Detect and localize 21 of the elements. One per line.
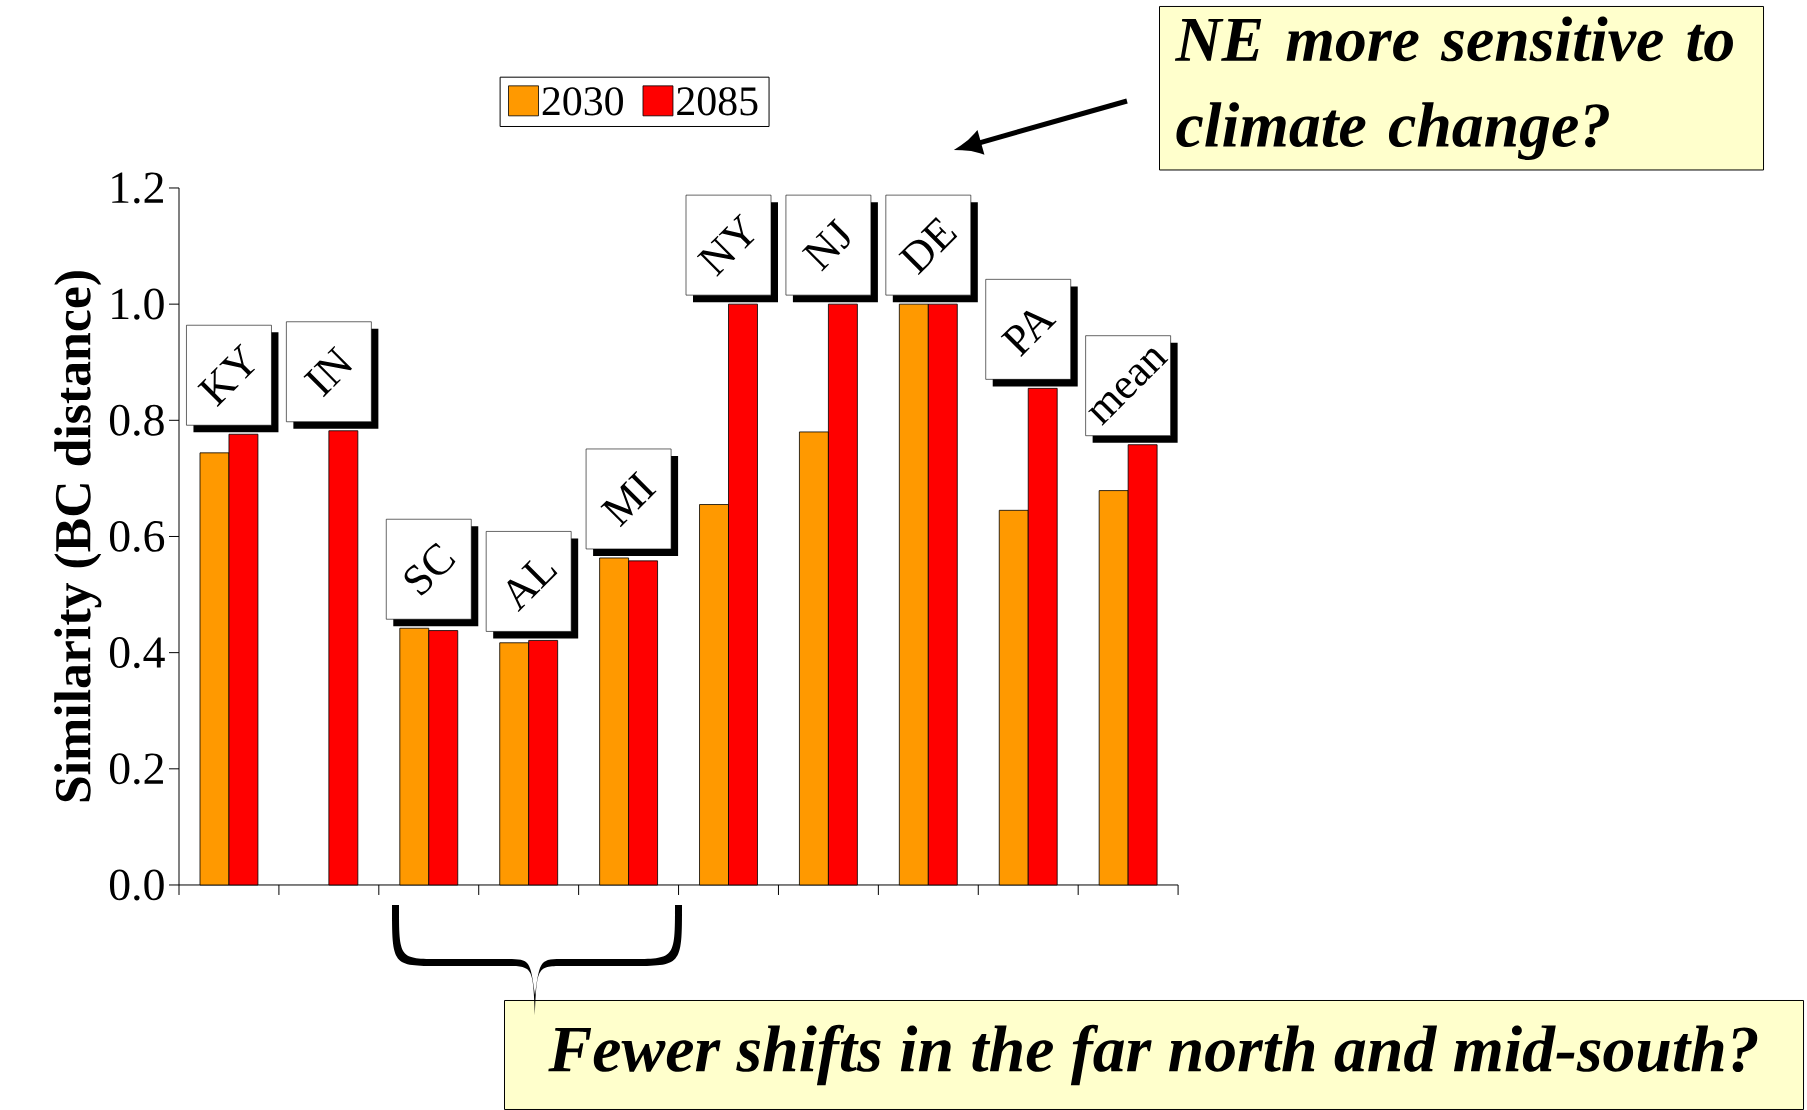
x-tick-label: AL bbox=[507, 560, 558, 613]
y-tick-label: 1.0 bbox=[112, 288, 164, 320]
y-tick-label: 0.4 bbox=[109, 637, 165, 669]
x-tick-label: NY bbox=[696, 213, 755, 277]
y-axis-title: Similarity (BC distance) bbox=[54, 271, 102, 802]
y-tick-label: 0.8 bbox=[109, 404, 164, 436]
x-tick-label: MI bbox=[600, 470, 657, 528]
y-tick-label: 0.2 bbox=[109, 753, 163, 785]
x-tick-label: IN bbox=[303, 345, 353, 398]
x-tick-label: SC bbox=[404, 542, 456, 596]
y-tick-label: 1.2 bbox=[112, 172, 163, 204]
x-tick-label: DE bbox=[898, 217, 958, 276]
x-tick-label: KY bbox=[197, 343, 256, 407]
x-tick-label: NJ bbox=[801, 218, 850, 272]
legend-label: 2030 bbox=[542, 87, 623, 116]
x-tick-label: PA bbox=[1000, 310, 1057, 357]
legend-label: 2085 bbox=[677, 87, 758, 116]
y-tick-label: 0.6 bbox=[109, 520, 165, 553]
text: NE more sensitive to climate change? bbox=[1174, 16, 1733, 160]
y-tick-label: 0.0 bbox=[109, 869, 164, 901]
text: Fewer shifts in the far north and mid-south? bbox=[548, 1024, 1758, 1086]
